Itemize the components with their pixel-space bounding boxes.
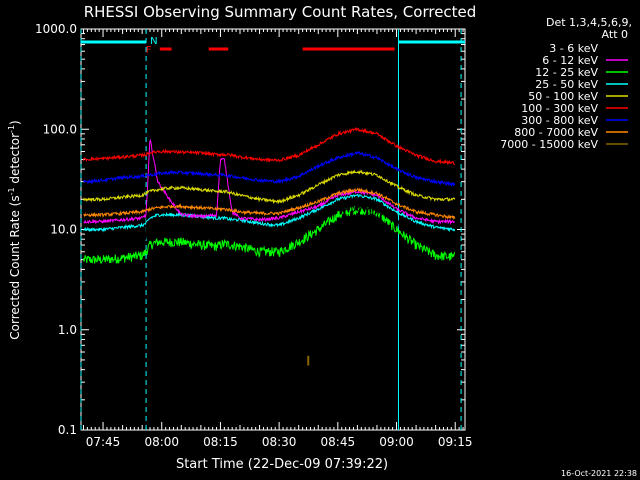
series-line — [83, 127, 455, 166]
legend-label: 7000 - 15000 keV — [500, 138, 598, 151]
legend-label: 12 - 25 keV — [535, 66, 598, 79]
legend-subtitle: Att 0 — [602, 28, 628, 41]
night-flag-label: N — [150, 36, 157, 47]
chart-title: RHESSI Observing Summary Count Rates, Co… — [84, 3, 477, 21]
y-tick-label: 10.0 — [50, 223, 77, 237]
legend-label: 50 - 100 keV — [528, 90, 598, 103]
series-line — [83, 187, 456, 221]
x-tick-label: 09:15 — [438, 435, 473, 449]
legend-label: 100 - 300 keV — [521, 102, 598, 115]
series-line — [83, 113, 456, 246]
series-line — [83, 150, 456, 187]
y-tick-label: 1000.0 — [35, 22, 77, 36]
x-tick-label: 07:45 — [86, 435, 121, 449]
x-tick-label: 08:30 — [262, 435, 297, 449]
series-line — [83, 204, 456, 264]
series-line — [83, 193, 456, 233]
x-tick-label: 08:00 — [144, 435, 179, 449]
timestamp: 16-Oct-2021 22:38 — [561, 469, 637, 478]
y-axis-label-main: Corrected Count Rate (s — [8, 195, 22, 339]
x-tick-label: 08:15 — [203, 435, 238, 449]
series-line — [83, 138, 455, 225]
y-axis-label-end: ) — [8, 120, 22, 125]
y-tick-label: 100.0 — [43, 122, 77, 136]
y-tick-label: 1.0 — [58, 323, 77, 337]
x-axis-label: Start Time (22-Dec-09 07:39:22) — [176, 457, 388, 472]
legend-label: 800 - 7000 keV — [514, 126, 598, 139]
series-line — [83, 169, 456, 205]
legend-label: 300 - 800 keV — [521, 114, 598, 127]
flare-flag-label: F — [146, 45, 152, 56]
x-tick-label: 08:45 — [321, 435, 356, 449]
y-axis-label-sup1: -1 — [7, 187, 16, 195]
x-tick-label: 09:00 — [379, 435, 414, 449]
legend-label: 3 - 6 keV — [549, 42, 598, 55]
legend-label: 25 - 50 keV — [535, 78, 598, 91]
legend-title: Det 1,3,4,5,6,9, — [546, 16, 632, 29]
plot-area: 0.1 1.0 10.0 100.0 1000.0 07:45 08:00 08:15 08:3… — [35, 22, 473, 449]
y-tick-label: 0.1 — [58, 423, 77, 437]
y-axis-label: Corrected Count Rate (s-1 detector-1) — [7, 120, 22, 339]
legend-label: 6 - 12 keV — [542, 54, 598, 67]
y-axis-label-sup2: -1 — [7, 125, 16, 133]
y-axis-label-mid: detector — [8, 133, 22, 188]
